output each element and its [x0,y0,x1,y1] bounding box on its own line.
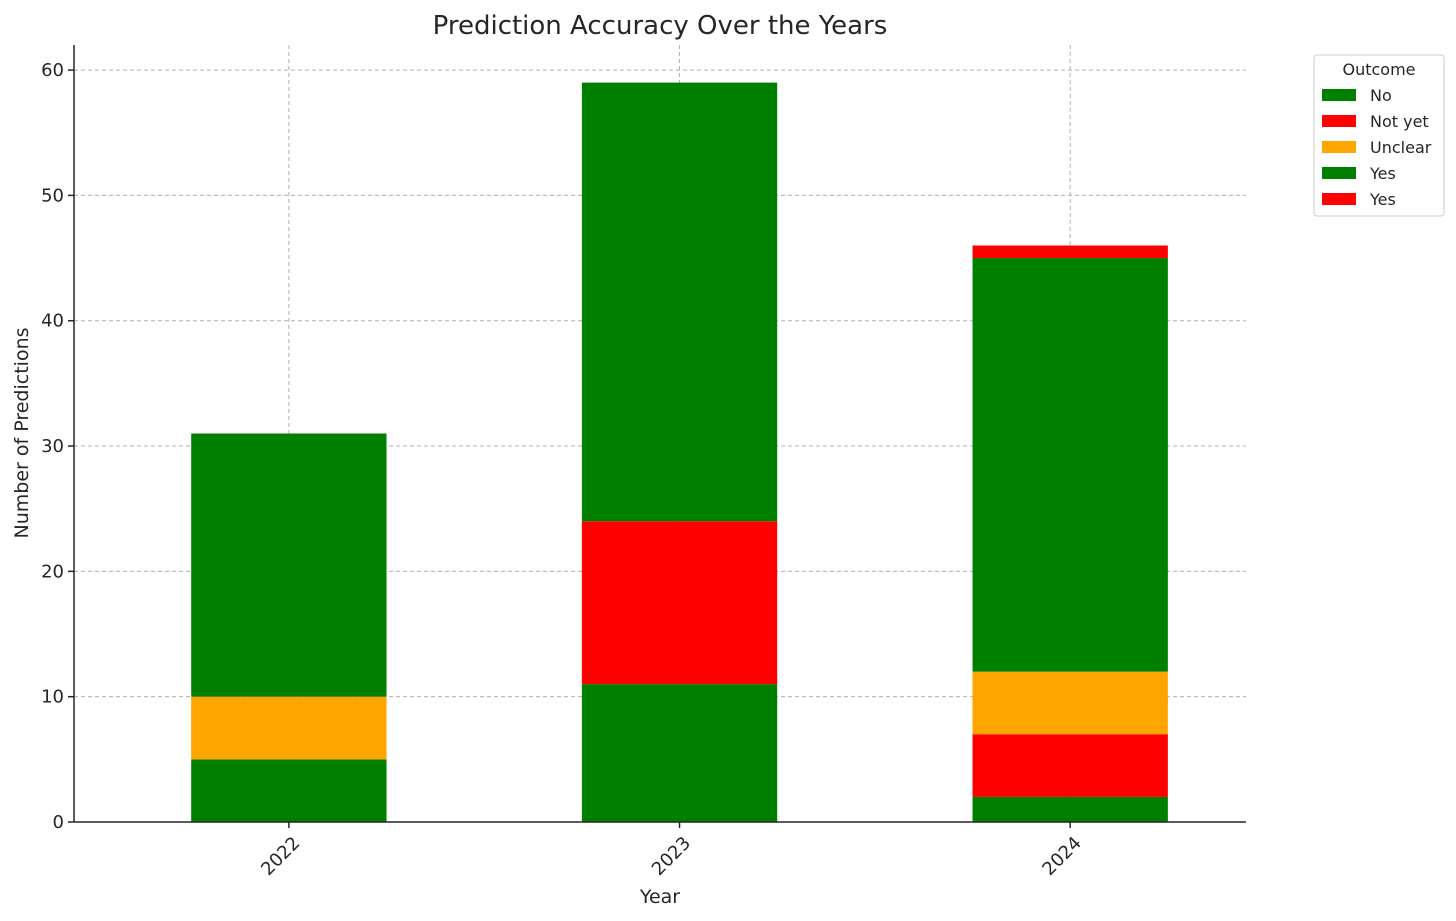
x-tick-label: 2024 [1038,833,1085,880]
x-ticks: 2022 2023 2024 [257,822,1086,880]
legend-label: Yes [1369,164,1396,183]
x-tick-label: 2023 [648,833,695,880]
x-tick-label: 2022 [257,833,304,880]
legend-items: No Not yet Unclear Yes Yes [1322,86,1432,209]
legend-label: Not yet [1370,112,1429,131]
legend-label: No [1370,86,1392,105]
legend-swatch [1322,115,1356,127]
bar-segment [581,521,778,685]
chart-title: Prediction Accuracy Over the Years [433,11,888,41]
bar-segment [191,759,387,822]
y-tick-label: 50 [41,185,64,206]
legend-title: Outcome [1342,60,1415,79]
axes [73,45,1246,823]
bar-segment [581,82,778,522]
bar-segment [191,696,387,760]
bar-segment [972,796,1168,822]
bar-segment [972,258,1168,672]
legend: Outcome No Not yet Unclear Yes Yes [1313,54,1445,217]
bar-segment [191,433,387,697]
legend-swatch [1322,193,1356,205]
y-tick-label: 10 [41,687,64,708]
legend-label: Unclear [1370,138,1432,157]
bar-segment [972,734,1168,797]
y-ticks: 0 10 20 30 40 50 60 [41,60,74,833]
bar-segment [972,671,1168,735]
y-axis-label: Number of Predictions [11,327,33,538]
legend-swatch [1322,89,1356,101]
bar-segment [972,245,1168,259]
bars [191,82,1168,822]
legend-label: Yes [1369,190,1396,209]
y-tick-label: 30 [41,436,64,457]
y-tick-label: 60 [41,60,64,81]
legend-swatch [1322,141,1356,153]
bar-segment [581,684,778,822]
x-axis-label: Year [639,886,680,908]
y-tick-label: 40 [41,311,64,332]
legend-swatch [1322,167,1356,179]
y-tick-label: 20 [41,561,64,582]
y-tick-label: 0 [53,812,64,833]
